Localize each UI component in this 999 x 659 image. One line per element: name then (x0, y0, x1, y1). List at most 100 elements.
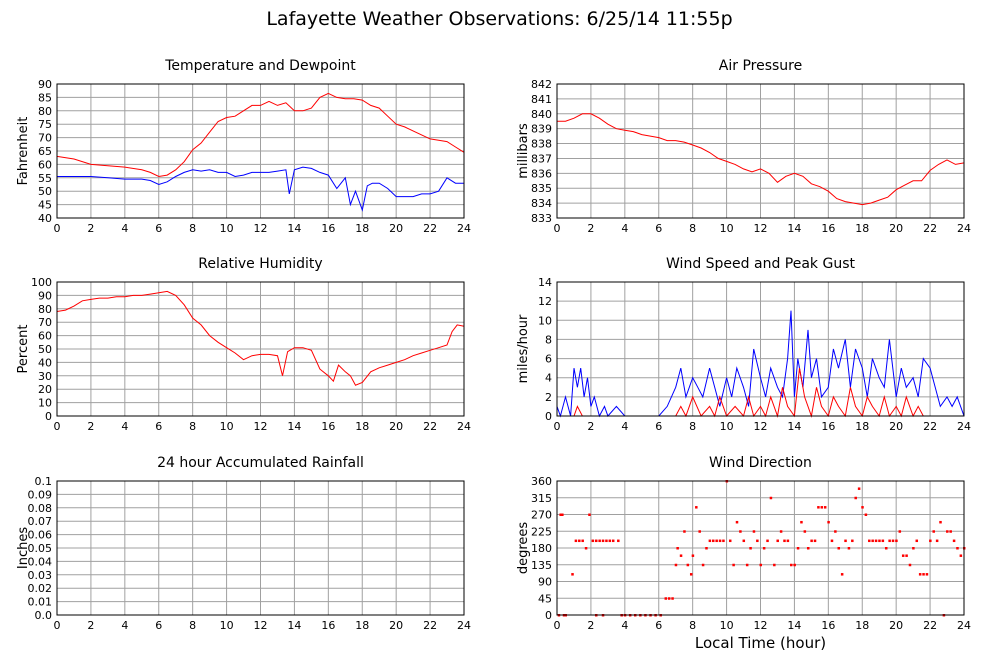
data-point (786, 539, 790, 543)
x-tick-label: 2 (587, 420, 594, 433)
x-tick-label: 10 (720, 619, 734, 632)
x-tick-label: 24 (457, 222, 471, 235)
x-tick-label: 10 (720, 222, 734, 235)
data-point (608, 539, 612, 543)
data-point (827, 520, 830, 524)
data-point (810, 539, 813, 543)
data-point (732, 563, 735, 567)
y-tick-label: 12 (538, 295, 552, 308)
data-point (718, 539, 722, 543)
x-tick-label: 0 (54, 619, 61, 632)
x-tick-label: 6 (655, 619, 662, 632)
data-point (922, 573, 925, 576)
x-tick-label: 8 (689, 420, 696, 433)
data-point (686, 563, 690, 567)
x-tick-label: 16 (321, 420, 335, 433)
y-tick-label: 14 (538, 276, 552, 289)
y-tick-label: 0.1 (35, 475, 53, 488)
data-point (817, 506, 820, 509)
y-axis-label: Fahrenheit (16, 117, 31, 186)
data-point (691, 554, 695, 557)
data-point (800, 520, 803, 524)
x-tick-label: 12 (254, 420, 268, 433)
x-tick-label: 2 (87, 222, 94, 235)
x-tick-label: 4 (621, 619, 628, 632)
x-tick-label: 22 (923, 619, 937, 632)
x-tick-label: 6 (655, 222, 662, 235)
x-tick-label: 2 (587, 619, 594, 632)
data-point (854, 496, 857, 500)
chart-panel-1: 0 2 4 6 8 10 12 14 16 18 20 22 248338348358368378388… (516, 58, 971, 235)
x-tick-label: 4 (621, 420, 628, 433)
data-point (674, 563, 678, 567)
data-point (888, 539, 891, 543)
data-point (671, 597, 674, 600)
y-tick-label: 360 (531, 475, 552, 488)
x-tick-label: 10 (220, 619, 234, 632)
data-point (756, 539, 759, 543)
x-tick-label: 20 (389, 222, 403, 235)
data-point (676, 547, 679, 550)
x-tick-label: 18 (355, 619, 369, 632)
y-tick-label: 30 (38, 370, 52, 383)
x-tick-label: 12 (254, 619, 268, 632)
data-point (591, 539, 595, 543)
data-point (759, 563, 762, 567)
x-tick-label: 8 (189, 420, 196, 433)
y-tick-label: 70 (38, 132, 52, 145)
y-tick-label: 65 (38, 145, 52, 158)
y-tick-label: 0 (45, 410, 52, 423)
x-tick-label: 14 (287, 619, 301, 632)
data-point (929, 539, 932, 543)
y-tick-label: 90 (38, 289, 52, 302)
y-tick-label: 90 (38, 78, 52, 91)
x-tick-label: 14 (787, 420, 801, 433)
data-point (946, 530, 949, 533)
y-tick-label: 180 (531, 542, 552, 555)
x-tick-label: 14 (787, 619, 801, 632)
x-tick-label: 22 (923, 222, 937, 235)
x-tick-label: 20 (889, 619, 903, 632)
data-point (745, 563, 749, 567)
data-point (762, 547, 766, 550)
data-point (776, 539, 779, 543)
x-tick-label: 12 (754, 420, 768, 433)
data-point (574, 539, 578, 543)
x-tick-label: 0 (54, 222, 61, 235)
x-tick-label: 20 (389, 619, 403, 632)
x-tick-label: 22 (423, 619, 437, 632)
x-tick-label: 22 (423, 420, 437, 433)
data-point (588, 513, 591, 516)
data-point (925, 573, 929, 576)
x-tick-label: 24 (457, 420, 471, 433)
x-tick-label: 24 (957, 619, 971, 632)
chart-title: Air Pressure (719, 58, 802, 74)
data-point (773, 563, 776, 567)
plot-frame (556, 281, 965, 417)
x-tick-label: 2 (87, 619, 94, 632)
data-point (915, 539, 919, 543)
x-tick-label: 8 (689, 222, 696, 235)
y-tick-label: 315 (531, 492, 552, 505)
y-tick-label: 60 (38, 330, 52, 343)
y-tick-label: 135 (531, 559, 552, 572)
y-tick-label: 837 (531, 152, 552, 165)
y-tick-label: 835 (531, 182, 552, 195)
plot-frame (56, 281, 465, 417)
data-point (571, 573, 574, 576)
data-point (708, 539, 712, 543)
x-tick-label: 4 (121, 420, 128, 433)
y-tick-label: 270 (531, 509, 552, 522)
data-point (861, 506, 864, 509)
data-point (752, 530, 756, 533)
data-point (878, 539, 881, 543)
data-point (884, 547, 888, 550)
x-tick-label: 20 (889, 420, 903, 433)
chart-title: Relative Humidity (198, 256, 322, 272)
x-tick-label: 6 (155, 619, 162, 632)
y-tick-label: 40 (38, 212, 52, 225)
data-point (895, 539, 898, 543)
y-tick-label: 0.0 (35, 609, 53, 622)
y-tick-label: 0.06 (28, 529, 53, 542)
y-tick-label: 838 (531, 138, 552, 151)
